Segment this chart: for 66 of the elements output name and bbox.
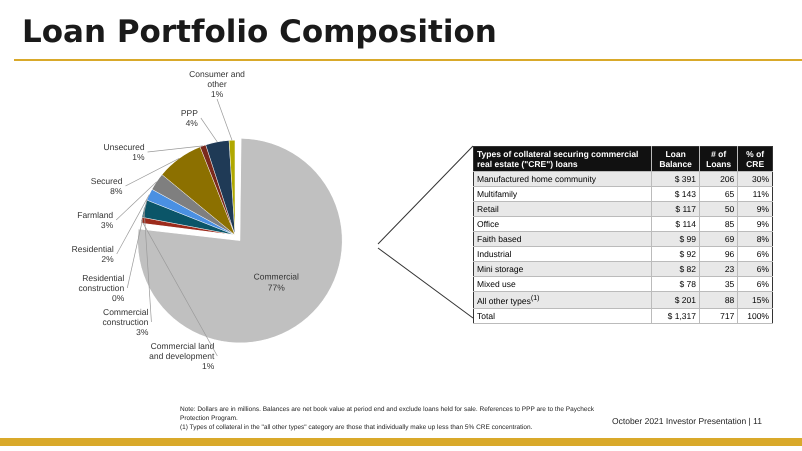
text: 96	[700, 246, 738, 262]
text: 100%	[738, 308, 772, 324]
text: 85	[700, 216, 738, 232]
slice-label: Secured	[90, 176, 123, 186]
data-label: 1%	[132, 152, 145, 162]
text: Total	[474, 308, 652, 324]
text: 15%	[738, 292, 772, 308]
text: Multifamily	[474, 186, 652, 202]
text: 9%	[738, 216, 772, 232]
text: 6%	[738, 246, 772, 262]
text: $ 78	[652, 276, 700, 292]
text: 65	[700, 186, 738, 202]
data-label: 77%	[268, 282, 286, 292]
text: 206	[700, 172, 738, 186]
text: Office	[474, 216, 652, 232]
text: 9%	[738, 202, 772, 216]
text: October 2021 Investor Presentation | 11	[612, 416, 762, 426]
text: $ 391	[652, 172, 700, 186]
data-label: 1%	[210, 89, 224, 99]
text: 6%	[738, 276, 772, 292]
slice-label: Commercial	[254, 271, 300, 282]
text: 6%	[738, 262, 772, 276]
slice-label: PPP	[180, 108, 198, 118]
slice-label: Consumer and other	[189, 69, 246, 89]
text: $ 143	[652, 186, 700, 202]
text: 30%	[738, 172, 772, 186]
text: $ 201	[652, 292, 700, 308]
text: Manufactured home community	[474, 172, 652, 186]
slice-label: Unsecured	[103, 142, 145, 152]
text: 50	[700, 202, 738, 216]
slice-label: Residential	[72, 244, 114, 254]
text: $ 117	[652, 202, 700, 216]
text: 11%	[738, 186, 772, 202]
text: Loan Balance	[652, 146, 700, 172]
slice-label: Farmland	[77, 210, 114, 220]
slice-label: Commercial land and development	[149, 341, 215, 361]
text: 69	[700, 232, 738, 246]
text: 23	[700, 262, 738, 276]
text: 88	[700, 292, 738, 308]
text: 8%	[738, 232, 772, 246]
text: Industrial	[474, 246, 652, 262]
data-label: 4%	[186, 118, 198, 128]
text: Mixed use	[474, 276, 652, 292]
text: 35	[700, 276, 738, 292]
chart-title: Loan Portfolio Composition	[22, 14, 497, 50]
slice-label: Commercial construction	[102, 307, 149, 327]
text: $ 1,317	[652, 308, 700, 324]
data-label: 8%	[110, 186, 123, 196]
text: $ 92	[652, 246, 700, 262]
text: Types of collateral securing commercial real estate ("CRE") loans	[474, 146, 652, 172]
text: Retail	[474, 202, 652, 216]
data-label: 1%	[202, 361, 215, 371]
text: Mini storage	[474, 262, 652, 276]
text: 717	[700, 308, 738, 324]
data-label: 3%	[100, 220, 114, 230]
data-label: 3%	[136, 327, 149, 337]
text: 0%	[112, 293, 124, 303]
category-label: Residential construction	[78, 273, 124, 293]
text: % of CRE	[738, 146, 772, 172]
text: $ 99	[652, 232, 700, 246]
data-label: 2%	[101, 254, 114, 264]
text: All other types$^{(1)}$	[474, 292, 652, 308]
text: $ 114	[652, 216, 700, 232]
text: Faith based	[474, 232, 652, 246]
text: $ 82	[652, 262, 700, 276]
text: # of Loans	[700, 146, 738, 172]
